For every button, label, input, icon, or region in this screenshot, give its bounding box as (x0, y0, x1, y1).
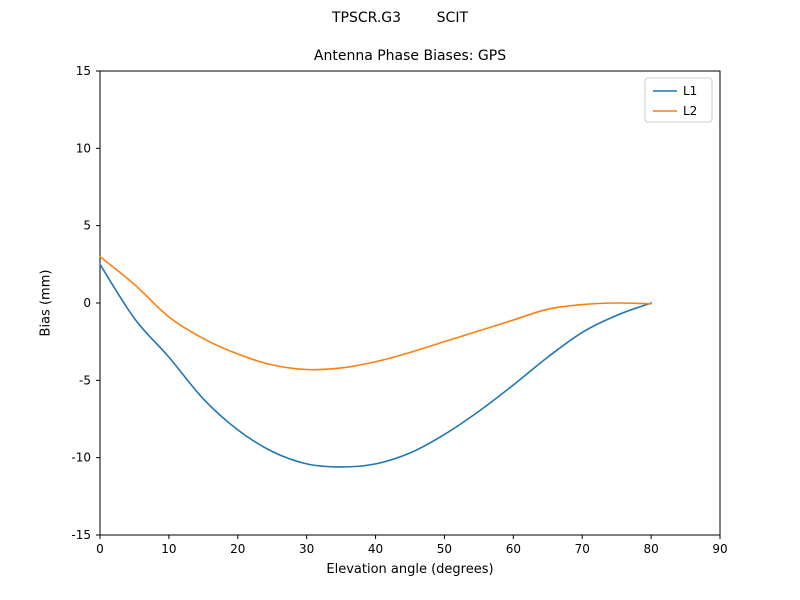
x-tick-label: 20 (230, 542, 245, 556)
x-tick-label: 90 (712, 542, 727, 556)
x-tick-label: 50 (437, 542, 452, 556)
x-tick-label: 10 (161, 542, 176, 556)
x-axis-label: Elevation angle (degrees) (326, 562, 494, 577)
y-tick-label: 5 (83, 219, 91, 233)
y-tick-label: 0 (83, 296, 91, 310)
x-tick-label: 40 (368, 542, 383, 556)
figure-suptitle: TPSCR.G3 SCIT (331, 10, 469, 26)
x-tick-label: 30 (299, 542, 314, 556)
y-tick-label: -10 (71, 451, 91, 465)
y-tick-label: -15 (71, 528, 91, 542)
y-tick-label: 15 (76, 64, 91, 78)
legend-label-l2: L2 (683, 104, 697, 118)
series-line-l1 (99, 263, 652, 468)
series-line-l2 (99, 255, 652, 371)
x-tick-label: 0 (96, 542, 104, 556)
y-tick-label: 10 (76, 141, 91, 155)
x-tick-label: 70 (575, 542, 590, 556)
legend-label-l1: L1 (683, 84, 697, 98)
y-tick-label: -5 (79, 373, 91, 387)
legend-box (644, 77, 713, 123)
chart-title: Antenna Phase Biases: GPS (313, 48, 507, 64)
x-tick-label: 80 (643, 542, 658, 556)
x-tick-label: 60 (506, 542, 521, 556)
